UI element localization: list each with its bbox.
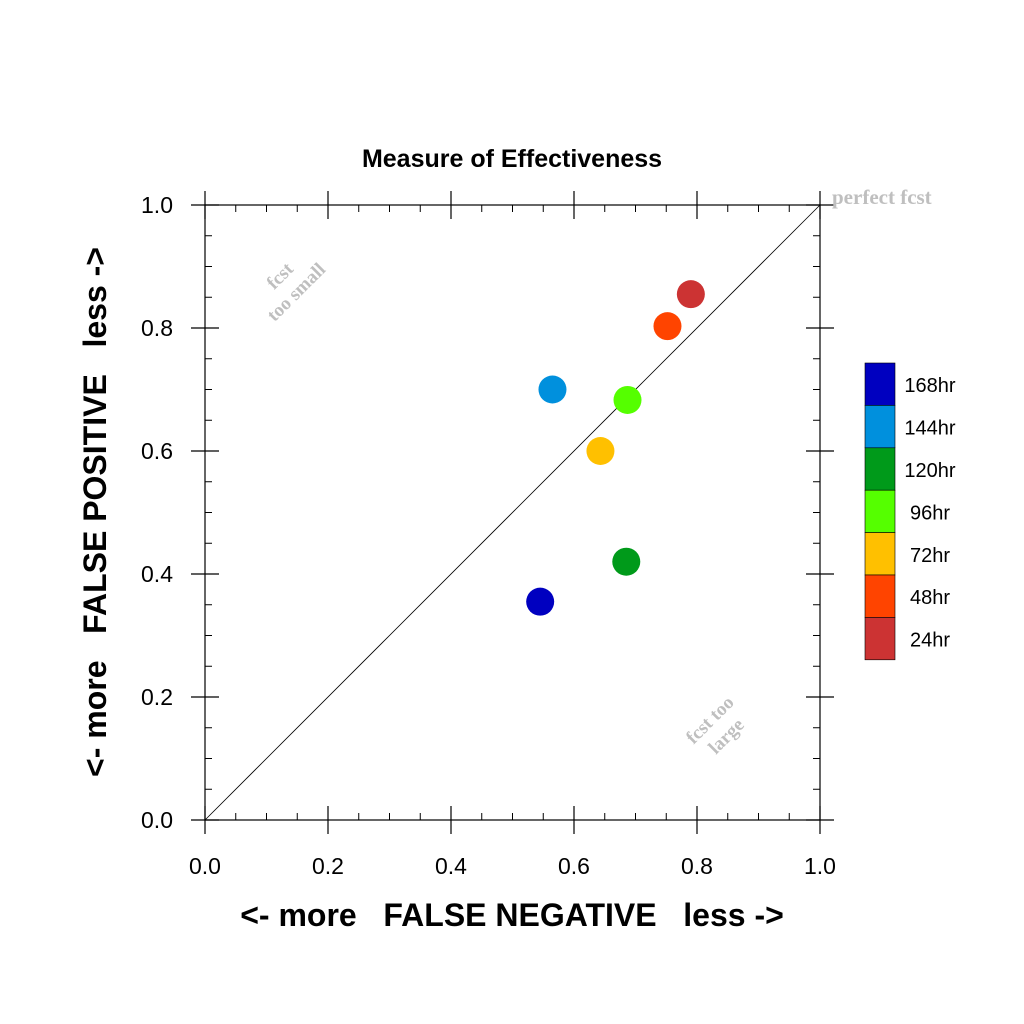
annotation-perfect-fcst: perfect fcst xyxy=(832,185,932,209)
x-tick-label: 1.0 xyxy=(804,853,836,879)
y-axis-label: <- more FALSE POSITIVE less -> xyxy=(77,247,113,777)
legend-label-120hr: 120hr xyxy=(904,460,955,482)
legend-label-72hr: 72hr xyxy=(910,545,950,567)
legend-label-144hr: 144hr xyxy=(904,418,955,440)
annotation-too-small: fcst too small xyxy=(263,258,330,326)
x-tick-label: 0.2 xyxy=(312,853,344,879)
legend-swatch-72hr xyxy=(864,532,896,576)
point-168hr xyxy=(526,587,555,616)
x-tick-label: 0.8 xyxy=(681,853,713,879)
x-tick-label: 0.4 xyxy=(435,853,467,879)
diagonal-line xyxy=(204,204,821,821)
legend-swatch-144hr xyxy=(864,405,896,449)
legend-swatch-120hr xyxy=(864,447,896,491)
x-tick-label: 0.6 xyxy=(558,853,590,879)
y-tick-label: 0.6 xyxy=(141,438,173,464)
x-tick-label: 0.0 xyxy=(189,853,221,879)
legend-label-24hr: 24hr xyxy=(910,630,950,652)
y-tick-label: 0.0 xyxy=(141,807,173,833)
y-tick-label: 1.0 xyxy=(141,192,173,218)
y-axis-label-group: <- more FALSE POSITIVE less -> xyxy=(77,247,113,777)
legend-label-168hr: 168hr xyxy=(904,375,955,397)
y-tick-label: 0.2 xyxy=(141,684,173,710)
annotation-too-large: fcst too large xyxy=(682,692,748,758)
chart-title: Measure of Effectiveness xyxy=(362,145,662,173)
point-72hr xyxy=(586,437,615,465)
point-96hr xyxy=(613,385,642,414)
legend-swatch-48hr xyxy=(864,574,896,618)
point-144hr xyxy=(538,375,567,404)
plot-area: 0.0 0.2 0.4 0.6 0.8 1.0 0.0 0.2 0.4 0.6 0.8 1.0 xyxy=(141,191,836,879)
legend-label-48hr: 48hr xyxy=(910,587,950,609)
legend-swatch-24hr xyxy=(864,617,896,661)
legend-label-96hr: 96hr xyxy=(910,502,950,524)
point-120hr xyxy=(612,547,641,576)
y-tick-label: 0.8 xyxy=(141,315,173,341)
x-axis-label: <- more FALSE NEGATIVE less -> xyxy=(240,897,784,933)
point-48hr xyxy=(653,312,682,341)
legend: 168hr 144hr 120hr 96hr 72hr 48hr 24hr xyxy=(864,362,956,661)
point-24hr xyxy=(676,280,705,309)
legend-swatch-96hr xyxy=(864,489,896,533)
legend-swatch-168hr xyxy=(864,362,896,406)
y-tick-label: 0.4 xyxy=(141,561,173,587)
